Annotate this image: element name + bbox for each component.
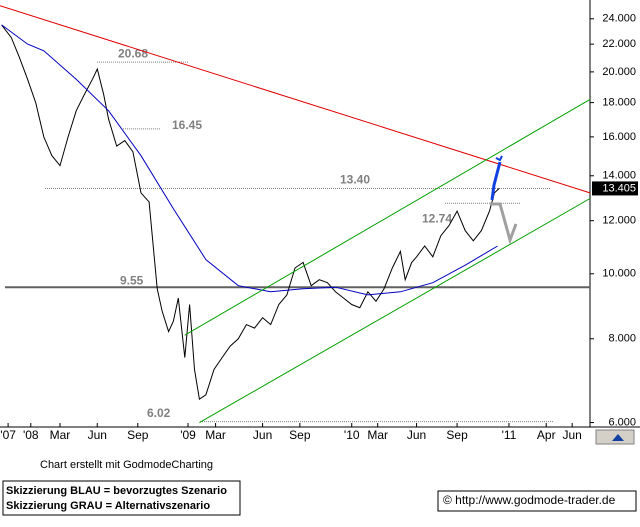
series-line — [0, 5, 591, 194]
blue-scenario — [490, 161, 502, 201]
x-tick-label: Mar — [50, 428, 71, 442]
corner-icon — [595, 429, 635, 445]
y-tick-label: 8.000 — [608, 333, 636, 345]
level-label: 9.55 — [120, 273, 144, 287]
series-line — [1, 24, 498, 296]
x-tick-label: Jun — [562, 428, 581, 442]
level-label: 6.02 — [147, 406, 171, 420]
last-price-box — [592, 181, 638, 196]
x-tick-label: '07 — [0, 428, 16, 442]
x-tick-label: Sep — [446, 428, 468, 442]
x-tick-label: '08 — [23, 428, 39, 442]
x-tick-label: Mar — [205, 428, 226, 442]
series-line — [199, 198, 591, 424]
legend-box — [2, 480, 241, 516]
x-tick-label: '10 — [344, 428, 360, 442]
x-tick-label: Jun — [253, 428, 272, 442]
legend-line: Skizzierung BLAU = bevorzugtes Szenario — [6, 485, 227, 497]
y-tick-label: 16.000 — [602, 131, 636, 143]
level-label: 16.45 — [172, 118, 202, 132]
credit: Chart erstellt mit GodmodeCharting — [40, 459, 213, 471]
corner-icon-glyph — [612, 434, 624, 441]
y-tick-label: 12.000 — [602, 215, 636, 227]
x-tick-label: Mar — [367, 428, 388, 442]
level-label: 20.68 — [118, 46, 148, 60]
x-tick-label: Apr — [537, 428, 556, 442]
y-tick-label: 6.000 — [608, 416, 636, 428]
y-tick-label: 18.000 — [602, 96, 636, 108]
x-tick-label: '11 — [502, 428, 517, 442]
y-tick-label: 24.000 — [602, 13, 636, 25]
x-tick-label: Jun — [88, 428, 107, 442]
plot: 20.68 16.45 13.40 12.74 9.55 6.02 — [0, 5, 591, 424]
y-tick-label: 10.000 — [602, 268, 636, 280]
level-label: 13.40 — [340, 173, 370, 187]
x-tick-label: Jun — [407, 428, 426, 442]
gray-scenario — [490, 202, 518, 245]
x-tick-label: Sep — [289, 428, 311, 442]
y-tick-label: 14.000 — [602, 170, 636, 182]
x-tick-label: Sep — [127, 428, 149, 442]
copyright-box — [437, 490, 637, 512]
last-price-label: 13.405 — [602, 182, 636, 194]
blue-arrow — [495, 155, 503, 162]
level-label: 12.74 — [422, 211, 452, 225]
copyright: © http://www.godmode-trader.de — [443, 493, 616, 507]
series-line — [1, 24, 500, 401]
x-tick-label: '09 — [180, 428, 196, 442]
legend-line: Skizzierung GRAU = Alternativszenario — [6, 500, 210, 512]
y-tick-label: 22.000 — [602, 38, 636, 50]
series-line — [184, 98, 591, 336]
y-tick-label: 20.000 — [602, 66, 636, 78]
